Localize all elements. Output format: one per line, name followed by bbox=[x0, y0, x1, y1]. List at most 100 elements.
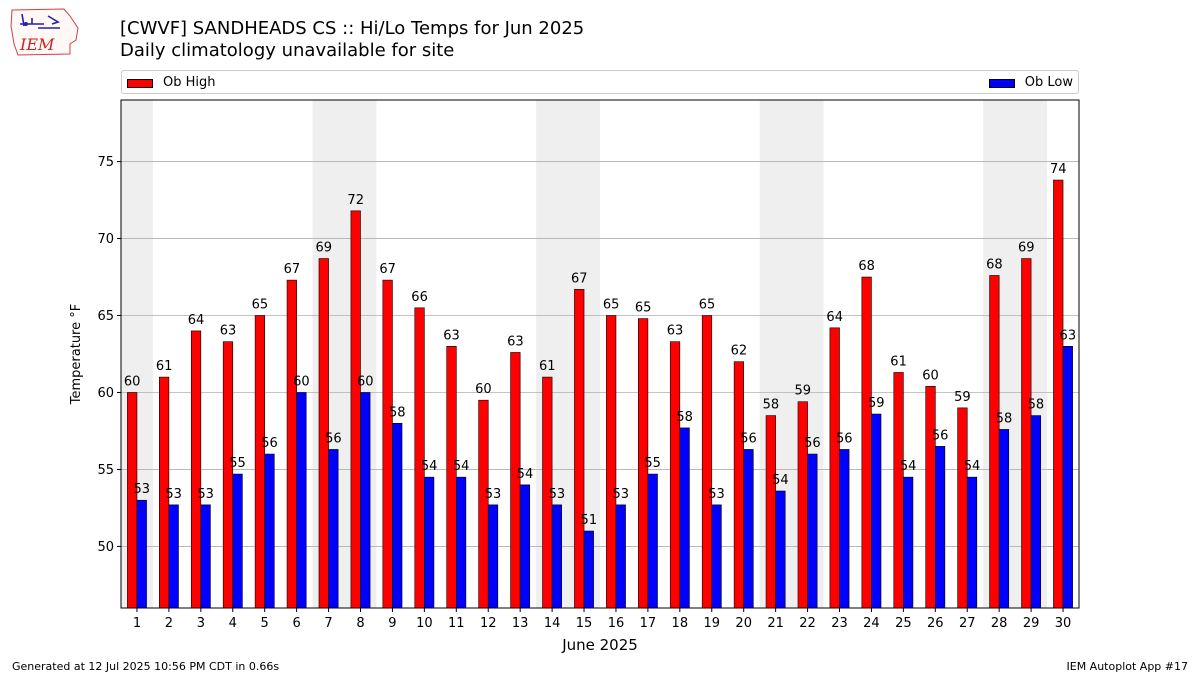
value-label-low-7: 56 bbox=[325, 431, 342, 446]
value-label-high-18: 63 bbox=[667, 324, 684, 339]
value-label-low-9: 58 bbox=[389, 405, 406, 420]
value-label-low-12: 53 bbox=[485, 487, 502, 502]
x-tick-label-16: 16 bbox=[608, 616, 625, 631]
bar-high-16 bbox=[606, 315, 617, 609]
bar-low-30 bbox=[1062, 346, 1073, 609]
legend-item-high: Ob High bbox=[127, 75, 216, 91]
bar-low-29 bbox=[1030, 415, 1041, 609]
value-label-high-14: 61 bbox=[539, 359, 556, 374]
bar-high-1 bbox=[127, 392, 138, 609]
y-tick-label-70: 70 bbox=[97, 232, 114, 247]
value-label-high-23: 64 bbox=[826, 310, 843, 325]
bar-low-7 bbox=[328, 449, 339, 609]
bar-high-25 bbox=[893, 372, 904, 609]
value-label-high-12: 60 bbox=[475, 382, 492, 397]
value-label-low-16: 53 bbox=[612, 487, 629, 502]
value-label-high-3: 64 bbox=[188, 313, 205, 328]
x-tick-label-14: 14 bbox=[544, 616, 561, 631]
legend-item-low: Ob Low bbox=[988, 75, 1073, 91]
bar-high-11 bbox=[446, 346, 457, 609]
legend: Ob High Ob Low bbox=[121, 70, 1079, 94]
value-label-high-19: 65 bbox=[699, 298, 716, 313]
value-label-high-4: 63 bbox=[220, 324, 237, 339]
x-tick-label-30: 30 bbox=[1055, 616, 1072, 631]
x-tick-label-18: 18 bbox=[672, 616, 689, 631]
value-labels: 60 53 61 53 64 53 63 55 65 56 67 60 69 56 72 60 67 58 66 54… bbox=[124, 162, 1076, 528]
value-label-high-5: 65 bbox=[252, 298, 269, 313]
value-label-high-27: 59 bbox=[954, 390, 971, 405]
x-tick-label-26: 26 bbox=[927, 616, 944, 631]
y-tick-label-55: 55 bbox=[97, 463, 114, 478]
bar-high-12 bbox=[478, 399, 489, 609]
x-tick-label-25: 25 bbox=[895, 616, 912, 631]
x-tick-label-20: 20 bbox=[735, 616, 752, 631]
bar-low-22 bbox=[807, 453, 818, 609]
value-label-high-13: 63 bbox=[507, 334, 524, 349]
value-label-low-26: 56 bbox=[932, 428, 949, 443]
y-tick-label-65: 65 bbox=[97, 309, 114, 324]
value-label-high-17: 65 bbox=[635, 301, 652, 316]
x-tick-label-2: 2 bbox=[165, 616, 173, 631]
value-label-low-15: 51 bbox=[581, 513, 598, 528]
value-label-low-25: 54 bbox=[900, 459, 917, 474]
iem-logo: IEM bbox=[10, 8, 79, 56]
legend-label-low: Ob Low bbox=[1024, 75, 1073, 90]
value-label-low-11: 54 bbox=[453, 459, 470, 474]
footer-generated: Generated at 12 Jul 2025 10:56 PM CDT in… bbox=[12, 660, 280, 673]
x-tick-label-5: 5 bbox=[261, 616, 269, 631]
value-label-low-4: 55 bbox=[229, 456, 246, 471]
bar-high-27 bbox=[957, 407, 968, 609]
plot-frame bbox=[120, 99, 1080, 609]
bar-high-19 bbox=[701, 315, 713, 609]
value-label-high-2: 61 bbox=[156, 359, 173, 374]
x-axis-label: June 2025 bbox=[561, 636, 638, 654]
bar-low-21 bbox=[775, 490, 786, 609]
value-label-low-14: 53 bbox=[549, 487, 566, 502]
bar-low-9 bbox=[392, 422, 403, 609]
bar-low-14 bbox=[551, 504, 562, 609]
bar-high-4 bbox=[222, 341, 234, 609]
bar-high-3 bbox=[190, 330, 202, 609]
bar-high-18 bbox=[669, 341, 681, 609]
bar-low-16 bbox=[615, 504, 626, 609]
value-label-high-16: 65 bbox=[603, 298, 620, 313]
value-label-low-18: 58 bbox=[676, 410, 693, 425]
bar-high-30 bbox=[1053, 179, 1064, 609]
bar-low-19 bbox=[711, 504, 722, 609]
station-dot-icon bbox=[24, 22, 28, 26]
value-label-low-5: 56 bbox=[261, 436, 278, 451]
bar-high-21 bbox=[765, 415, 776, 609]
value-label-low-28: 58 bbox=[996, 411, 1013, 426]
x-tick-label-3: 3 bbox=[197, 616, 205, 631]
bar-low-1 bbox=[136, 499, 147, 609]
value-label-high-11: 63 bbox=[443, 328, 460, 343]
value-label-low-8: 60 bbox=[357, 374, 374, 389]
bar-low-12 bbox=[487, 504, 499, 609]
bar-low-18 bbox=[679, 427, 690, 609]
x-tick-label-13: 13 bbox=[512, 616, 529, 631]
bar-high-9 bbox=[382, 279, 393, 609]
bar-low-5 bbox=[264, 453, 275, 609]
bar-high-15 bbox=[574, 289, 585, 609]
grid-lines bbox=[121, 161, 1079, 547]
y-axis-label: Temperature °F bbox=[69, 304, 84, 405]
value-label-low-20: 56 bbox=[740, 431, 757, 446]
bar-low-4 bbox=[232, 473, 243, 609]
x-tick-label-15: 15 bbox=[576, 616, 593, 631]
bar-high-10 bbox=[414, 307, 425, 609]
value-label-low-24: 59 bbox=[868, 396, 885, 411]
bar-high-5 bbox=[254, 315, 265, 609]
bar-low-3 bbox=[200, 504, 211, 609]
bar-high-26 bbox=[925, 386, 936, 609]
x-tick-label-23: 23 bbox=[831, 616, 848, 631]
value-label-high-26: 60 bbox=[922, 368, 939, 383]
bar-low-28 bbox=[998, 429, 1010, 609]
value-label-low-13: 54 bbox=[517, 467, 534, 482]
x-axis: 1 2 3 4 5 6 7 8 9 10 11 12 13 14 15 16 17 18 19 20 21 22 23 24 2… bbox=[133, 608, 1071, 631]
value-label-high-6: 67 bbox=[284, 262, 301, 277]
value-label-high-10: 66 bbox=[411, 290, 428, 305]
bar-low-25 bbox=[903, 476, 914, 609]
chart-subtitle: Daily climatology unavailable for site bbox=[120, 40, 455, 61]
value-label-high-22: 59 bbox=[795, 384, 812, 399]
